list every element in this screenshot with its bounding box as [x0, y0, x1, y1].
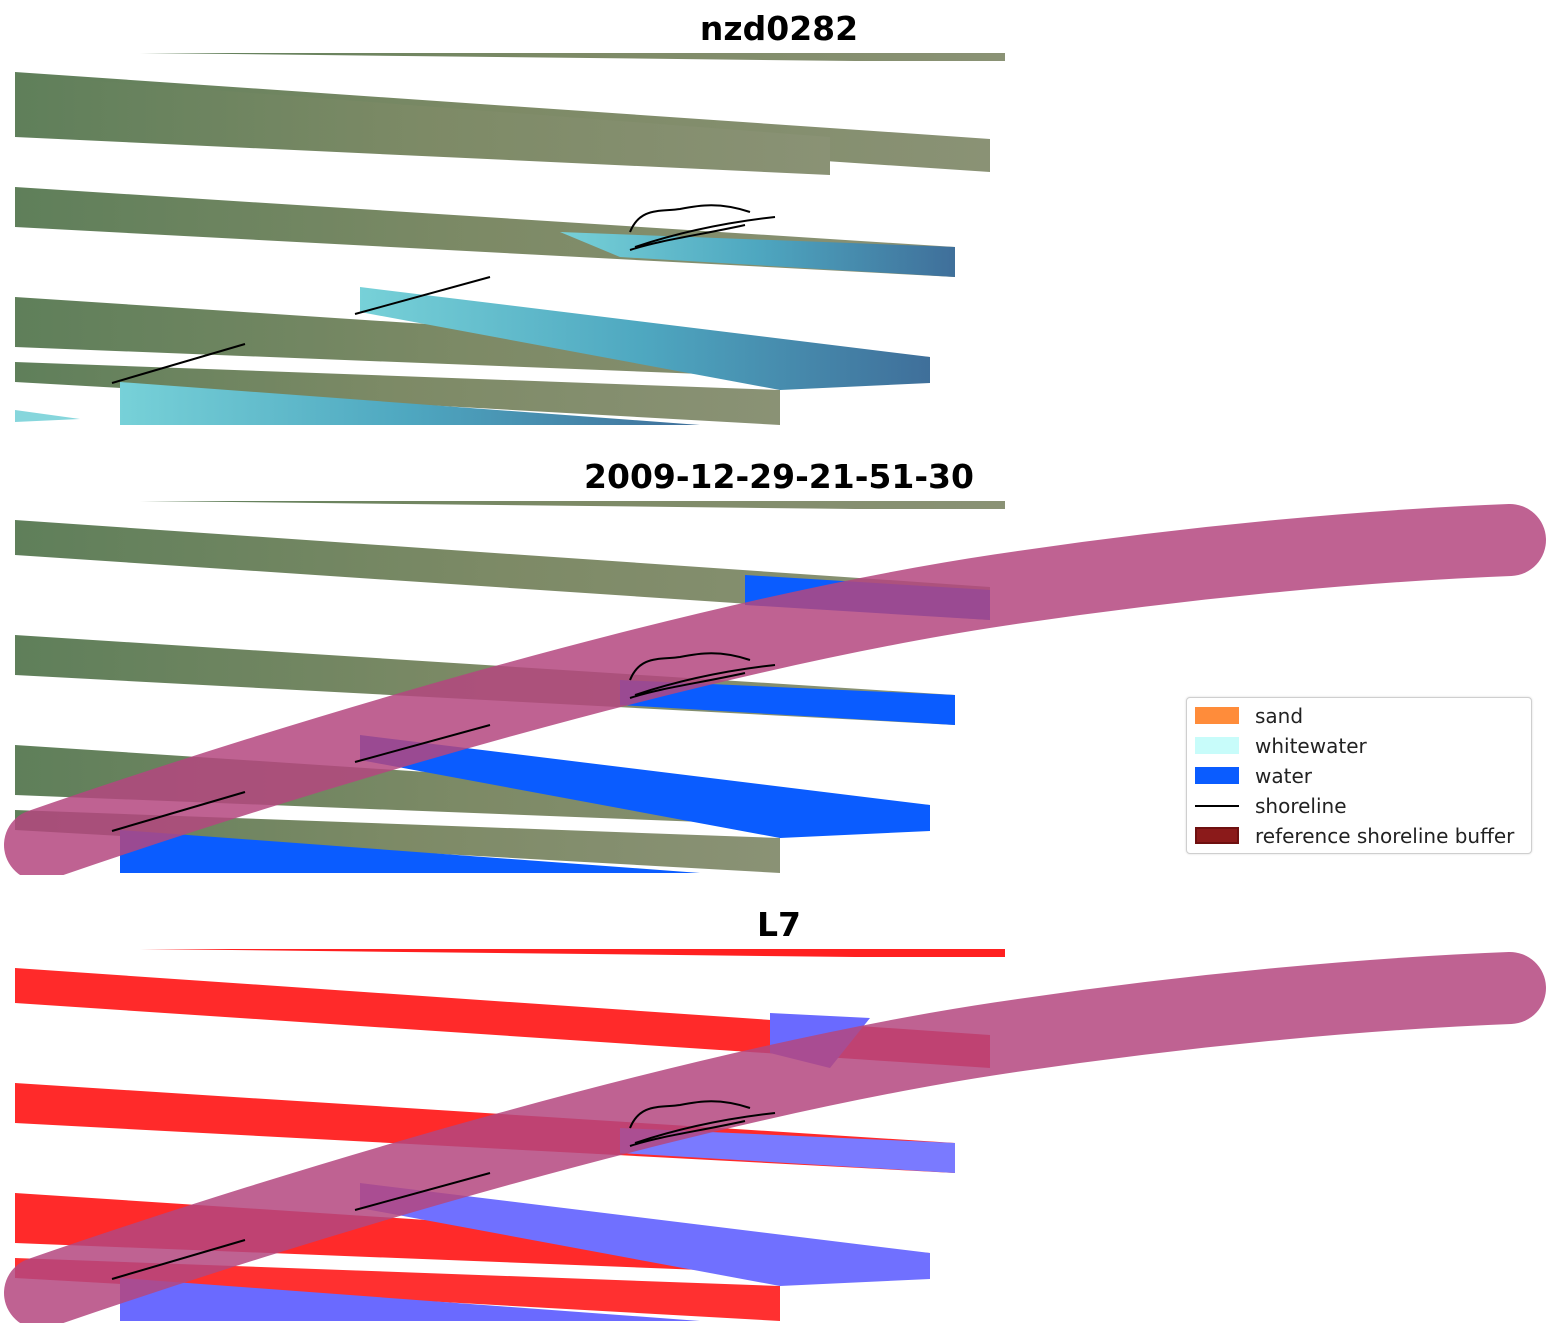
legend-label: sand — [1255, 704, 1304, 728]
legend-label: water — [1255, 764, 1312, 788]
legend: sand whitewater water shoreline referenc… — [1186, 697, 1532, 854]
legend-label: reference shoreline buffer — [1255, 824, 1515, 848]
whitewater-swatch — [1195, 737, 1239, 754]
buffer-swatch — [1195, 827, 1239, 844]
index-image — [4, 949, 1546, 1323]
rgb-image — [15, 53, 1005, 425]
legend-label: whitewater — [1255, 734, 1367, 758]
legend-label: shoreline — [1255, 794, 1347, 818]
title-satellite: L7 — [757, 905, 801, 944]
classified-image-panel — [0, 495, 1558, 875]
title-date: 2009-12-29-21-51-30 — [584, 457, 974, 496]
index-image-panel — [0, 943, 1558, 1323]
shoreline-line-sample — [1195, 805, 1239, 807]
water-swatch — [1195, 767, 1239, 784]
reference-shoreline-buffer — [4, 504, 1546, 875]
classified-image — [4, 501, 1546, 875]
sand-swatch — [1195, 707, 1239, 724]
reference-shoreline-buffer-index — [4, 952, 1546, 1323]
rgb-image-panel — [0, 47, 1558, 427]
title-site: nzd0282 — [699, 9, 859, 48]
